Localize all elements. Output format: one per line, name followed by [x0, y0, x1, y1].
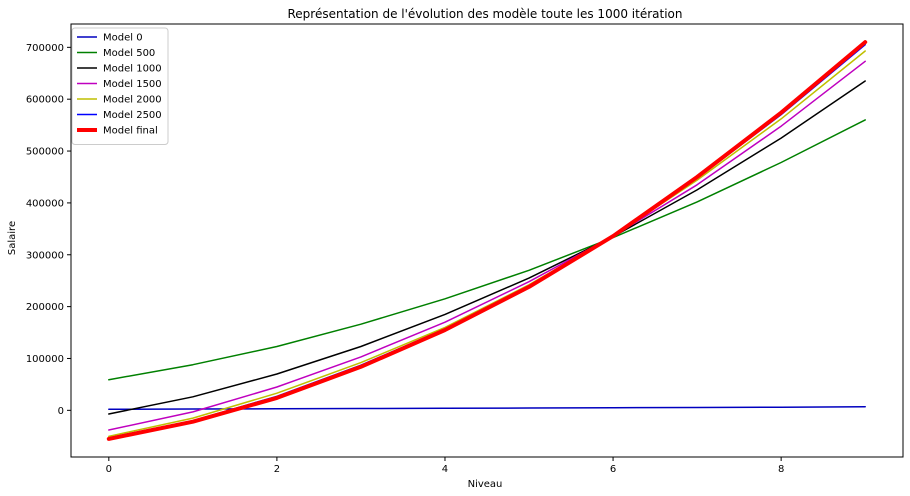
legend-box — [71, 27, 169, 145]
x-tick-label: 2 — [274, 464, 280, 475]
legend: Model 0 Model 500 Model 1000 Model 1500 Mode… — [71, 27, 169, 145]
series-line-1 — [108, 119, 866, 381]
y-tick-label: 100000 — [26, 354, 64, 365]
series-line-5 — [108, 43, 866, 439]
y-axis-ticks: 0 100000 200000 300000 400000 500000 600000 700… — [26, 43, 71, 417]
y-tick-label: 300000 — [26, 250, 64, 261]
series-line-3 — [108, 60, 866, 431]
x-axis-label: Niveau — [468, 479, 503, 490]
x-tick-label: 8 — [778, 464, 784, 475]
y-tick-label: 600000 — [26, 95, 64, 106]
legend-label: Model 1000 — [103, 64, 162, 75]
x-axis-ticks: 0 2 4 6 8 — [106, 457, 784, 475]
y-tick-label: 0 — [58, 406, 64, 417]
legend-label: Model 500 — [103, 48, 155, 59]
legend-label: Model final — [103, 126, 158, 137]
y-tick-label: 400000 — [26, 198, 64, 209]
legend-label: Model 0 — [103, 33, 143, 44]
legend-label: Model 1500 — [103, 79, 162, 90]
y-tick-label: 200000 — [26, 302, 64, 313]
legend-label: Model 2500 — [103, 110, 162, 121]
y-tick-label: 500000 — [26, 147, 64, 158]
legend-label: Model 2000 — [103, 95, 162, 106]
x-tick-label: 0 — [106, 464, 112, 475]
y-tick-label: 700000 — [26, 43, 64, 54]
y-axis-label: Salaire — [7, 221, 18, 255]
series-line-4 — [108, 50, 866, 438]
plot-lines — [106, 40, 868, 441]
plot-frame — [70, 23, 904, 458]
x-tick-label: 6 — [610, 464, 616, 475]
series-line-6 — [106, 40, 868, 441]
series-line-2 — [108, 80, 866, 415]
x-tick-label: 4 — [442, 464, 448, 475]
chart-title: Représentation de l'évolution des modèle… — [288, 7, 683, 21]
